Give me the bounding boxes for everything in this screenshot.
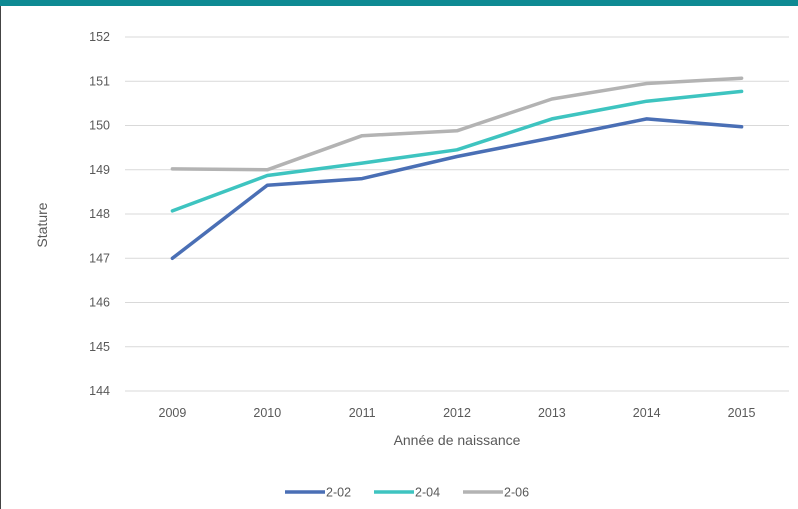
legend: 2-02 2-04 2-06 <box>285 486 529 500</box>
x-tick-label: 2011 <box>349 406 376 420</box>
x-axis-ticks: 2009 2010 2011 2012 2013 2014 2015 <box>159 406 756 420</box>
y-tick-label: 149 <box>89 163 110 177</box>
x-tick-label: 2015 <box>728 406 756 420</box>
x-tick-label: 2009 <box>159 406 187 420</box>
y-tick-label: 147 <box>89 251 110 265</box>
top-accent-bar <box>0 0 798 6</box>
y-tick-label: 152 <box>89 30 110 44</box>
y-tick-label: 151 <box>89 74 110 88</box>
x-tick-label: 2014 <box>633 406 661 420</box>
y-tick-label: 144 <box>89 384 110 398</box>
y-axis-title: Stature <box>34 202 50 247</box>
legend-label-2-04: 2-04 <box>415 486 440 500</box>
y-axis-ticks: 144 145 146 147 148 149 150 151 152 <box>89 30 110 398</box>
series-line-2-02 <box>170 117 744 261</box>
legend-label-2-06: 2-06 <box>504 486 529 500</box>
series-lines <box>170 76 744 261</box>
left-border <box>0 6 1 509</box>
y-tick-label: 146 <box>89 296 110 310</box>
y-tick-label: 145 <box>89 340 110 354</box>
gridlines <box>125 36 789 392</box>
legend-label-2-02: 2-02 <box>326 486 351 500</box>
x-tick-label: 2013 <box>538 406 566 420</box>
x-tick-label: 2012 <box>443 406 471 420</box>
y-tick-label: 150 <box>89 119 110 133</box>
series-line-2-04 <box>170 89 744 213</box>
x-axis-title: Année de naissance <box>394 432 521 448</box>
x-tick-label: 2010 <box>253 406 281 420</box>
y-tick-label: 148 <box>89 207 110 221</box>
